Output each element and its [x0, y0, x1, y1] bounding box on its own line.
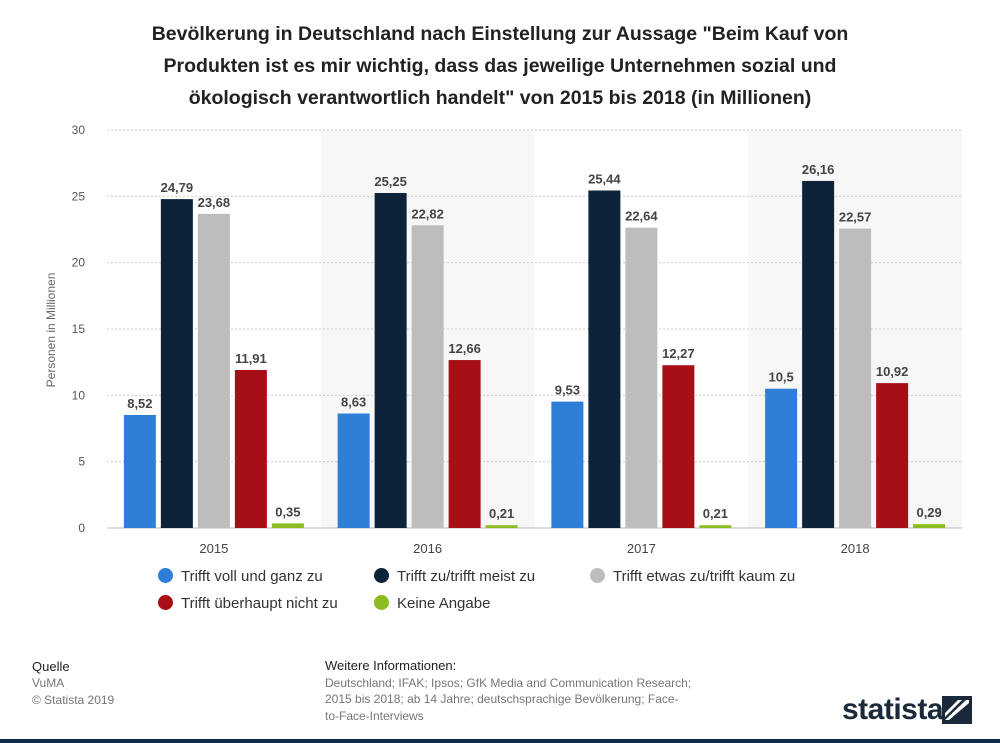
bar [662, 365, 695, 528]
bar [197, 213, 230, 528]
data-labels: 8,52 24,79 23,68 11,91 0,35 8,63 25,25 22,82 12,… [127, 162, 942, 521]
y-tick-label: 20 [72, 256, 86, 270]
y-tick-label: 0 [78, 521, 85, 535]
legend-label: Trifft voll und ganz zu [181, 568, 323, 585]
info-line: Deutschland; IFAK; Ipsos; GfK Media and … [325, 675, 692, 690]
bar [551, 401, 584, 528]
data-label: 11,91 [235, 351, 267, 366]
legend-swatch [374, 595, 389, 610]
logo-text: statista [842, 693, 944, 726]
bar [802, 180, 835, 528]
bar [411, 225, 444, 528]
source-line: VuMA [32, 676, 65, 690]
data-label: 8,63 [341, 395, 366, 410]
y-tick-label: 25 [72, 189, 86, 203]
x-tick-label: 2016 [413, 541, 442, 556]
footer-bar [0, 739, 1000, 743]
x-tick-label: 2015 [199, 541, 228, 556]
chart-title-line: ökologisch verantwortlich handelt" von 2… [188, 87, 812, 109]
x-tick-label: 2017 [627, 541, 656, 556]
legend-item[interactable]: Trifft überhaupt nicht zu [158, 595, 338, 612]
legend-swatch [158, 595, 173, 610]
bar [160, 199, 193, 529]
bar [699, 525, 732, 528]
y-axis-ticks: 0 5 10 15 20 25 30 [72, 123, 86, 535]
bar [123, 414, 156, 528]
data-label: 0,21 [703, 506, 728, 521]
data-label: 0,29 [916, 505, 941, 520]
legend-label: Trifft etwas zu/trifft kaum zu [613, 568, 796, 585]
data-label: 26,16 [802, 162, 835, 177]
data-label: 12,27 [662, 346, 695, 361]
bar [337, 413, 370, 528]
source-block: Quelle VuMA © Statista 2019 [32, 658, 114, 709]
legend-item[interactable]: Trifft etwas zu/trifft kaum zu [590, 568, 795, 585]
bar [913, 524, 946, 528]
bar [448, 360, 481, 528]
data-label: 22,64 [625, 209, 658, 224]
data-label: 10,5 [768, 370, 793, 385]
data-label: 24,79 [161, 180, 194, 195]
legend-label: Trifft überhaupt nicht zu [181, 595, 338, 612]
bar [234, 369, 267, 528]
bar [485, 525, 518, 528]
legend-item[interactable]: Trifft zu/trifft meist zu [374, 568, 535, 585]
bar-chart: 0 5 10 15 20 25 30 Personen in Millionen 8,52 2… [44, 123, 962, 556]
legend-swatch [374, 568, 389, 583]
data-label: 22,57 [839, 210, 872, 225]
bar [374, 193, 407, 528]
y-tick-label: 10 [72, 388, 86, 402]
statista-flag-icon [942, 696, 972, 724]
info-heading: Weitere Informationen: [325, 658, 457, 673]
legend-label: Trifft zu/trifft meist zu [397, 568, 536, 585]
info-line: 2015 bis 2018; ab 14 Jahre; deutschsprac… [325, 692, 679, 706]
data-label: 10,92 [876, 364, 909, 379]
data-label: 12,66 [448, 341, 481, 356]
chart-title-line: Bevölkerung in Deutschland nach Einstell… [151, 23, 849, 45]
chart-title-line: Produkten ist es mir wichtig, dass das j… [163, 55, 837, 77]
bar [271, 523, 304, 528]
data-label: 9,53 [555, 383, 580, 398]
chart-title: Bevölkerung in Deutschland nach Einstell… [80, 18, 920, 114]
info-block: Weitere Informationen: Deutschland; IFAK… [325, 658, 705, 724]
data-label: 25,25 [374, 174, 407, 189]
data-label: 22,82 [411, 206, 444, 221]
bar [625, 227, 658, 528]
source-line: © Statista 2019 [32, 693, 115, 707]
y-tick-label: 15 [72, 322, 86, 336]
legend-label: Keine Angabe [397, 595, 491, 612]
y-axis-label: Personen in Millionen [44, 273, 58, 388]
y-tick-label: 5 [78, 455, 85, 469]
bar [876, 383, 909, 528]
data-label: 0,35 [275, 504, 300, 519]
info-line: to-Face-Interviews [325, 708, 424, 723]
y-tick-label: 30 [72, 123, 86, 137]
legend-item[interactable]: Trifft voll und ganz zu [158, 568, 323, 585]
data-label: 8,52 [127, 396, 152, 411]
legend-swatch [590, 568, 605, 583]
bar [839, 228, 872, 528]
legend-item[interactable]: Keine Angabe [374, 595, 490, 612]
bar [765, 388, 798, 528]
data-label: 25,44 [588, 171, 621, 186]
x-tick-label: 2018 [841, 541, 870, 556]
data-label: 0,21 [489, 506, 514, 521]
legend-swatch [158, 568, 173, 583]
bar [588, 190, 621, 528]
x-axis-ticks: 2015 2016 2017 2018 [199, 541, 869, 556]
source-heading: Quelle [32, 659, 70, 674]
data-label: 23,68 [198, 195, 231, 210]
bars [123, 180, 946, 529]
